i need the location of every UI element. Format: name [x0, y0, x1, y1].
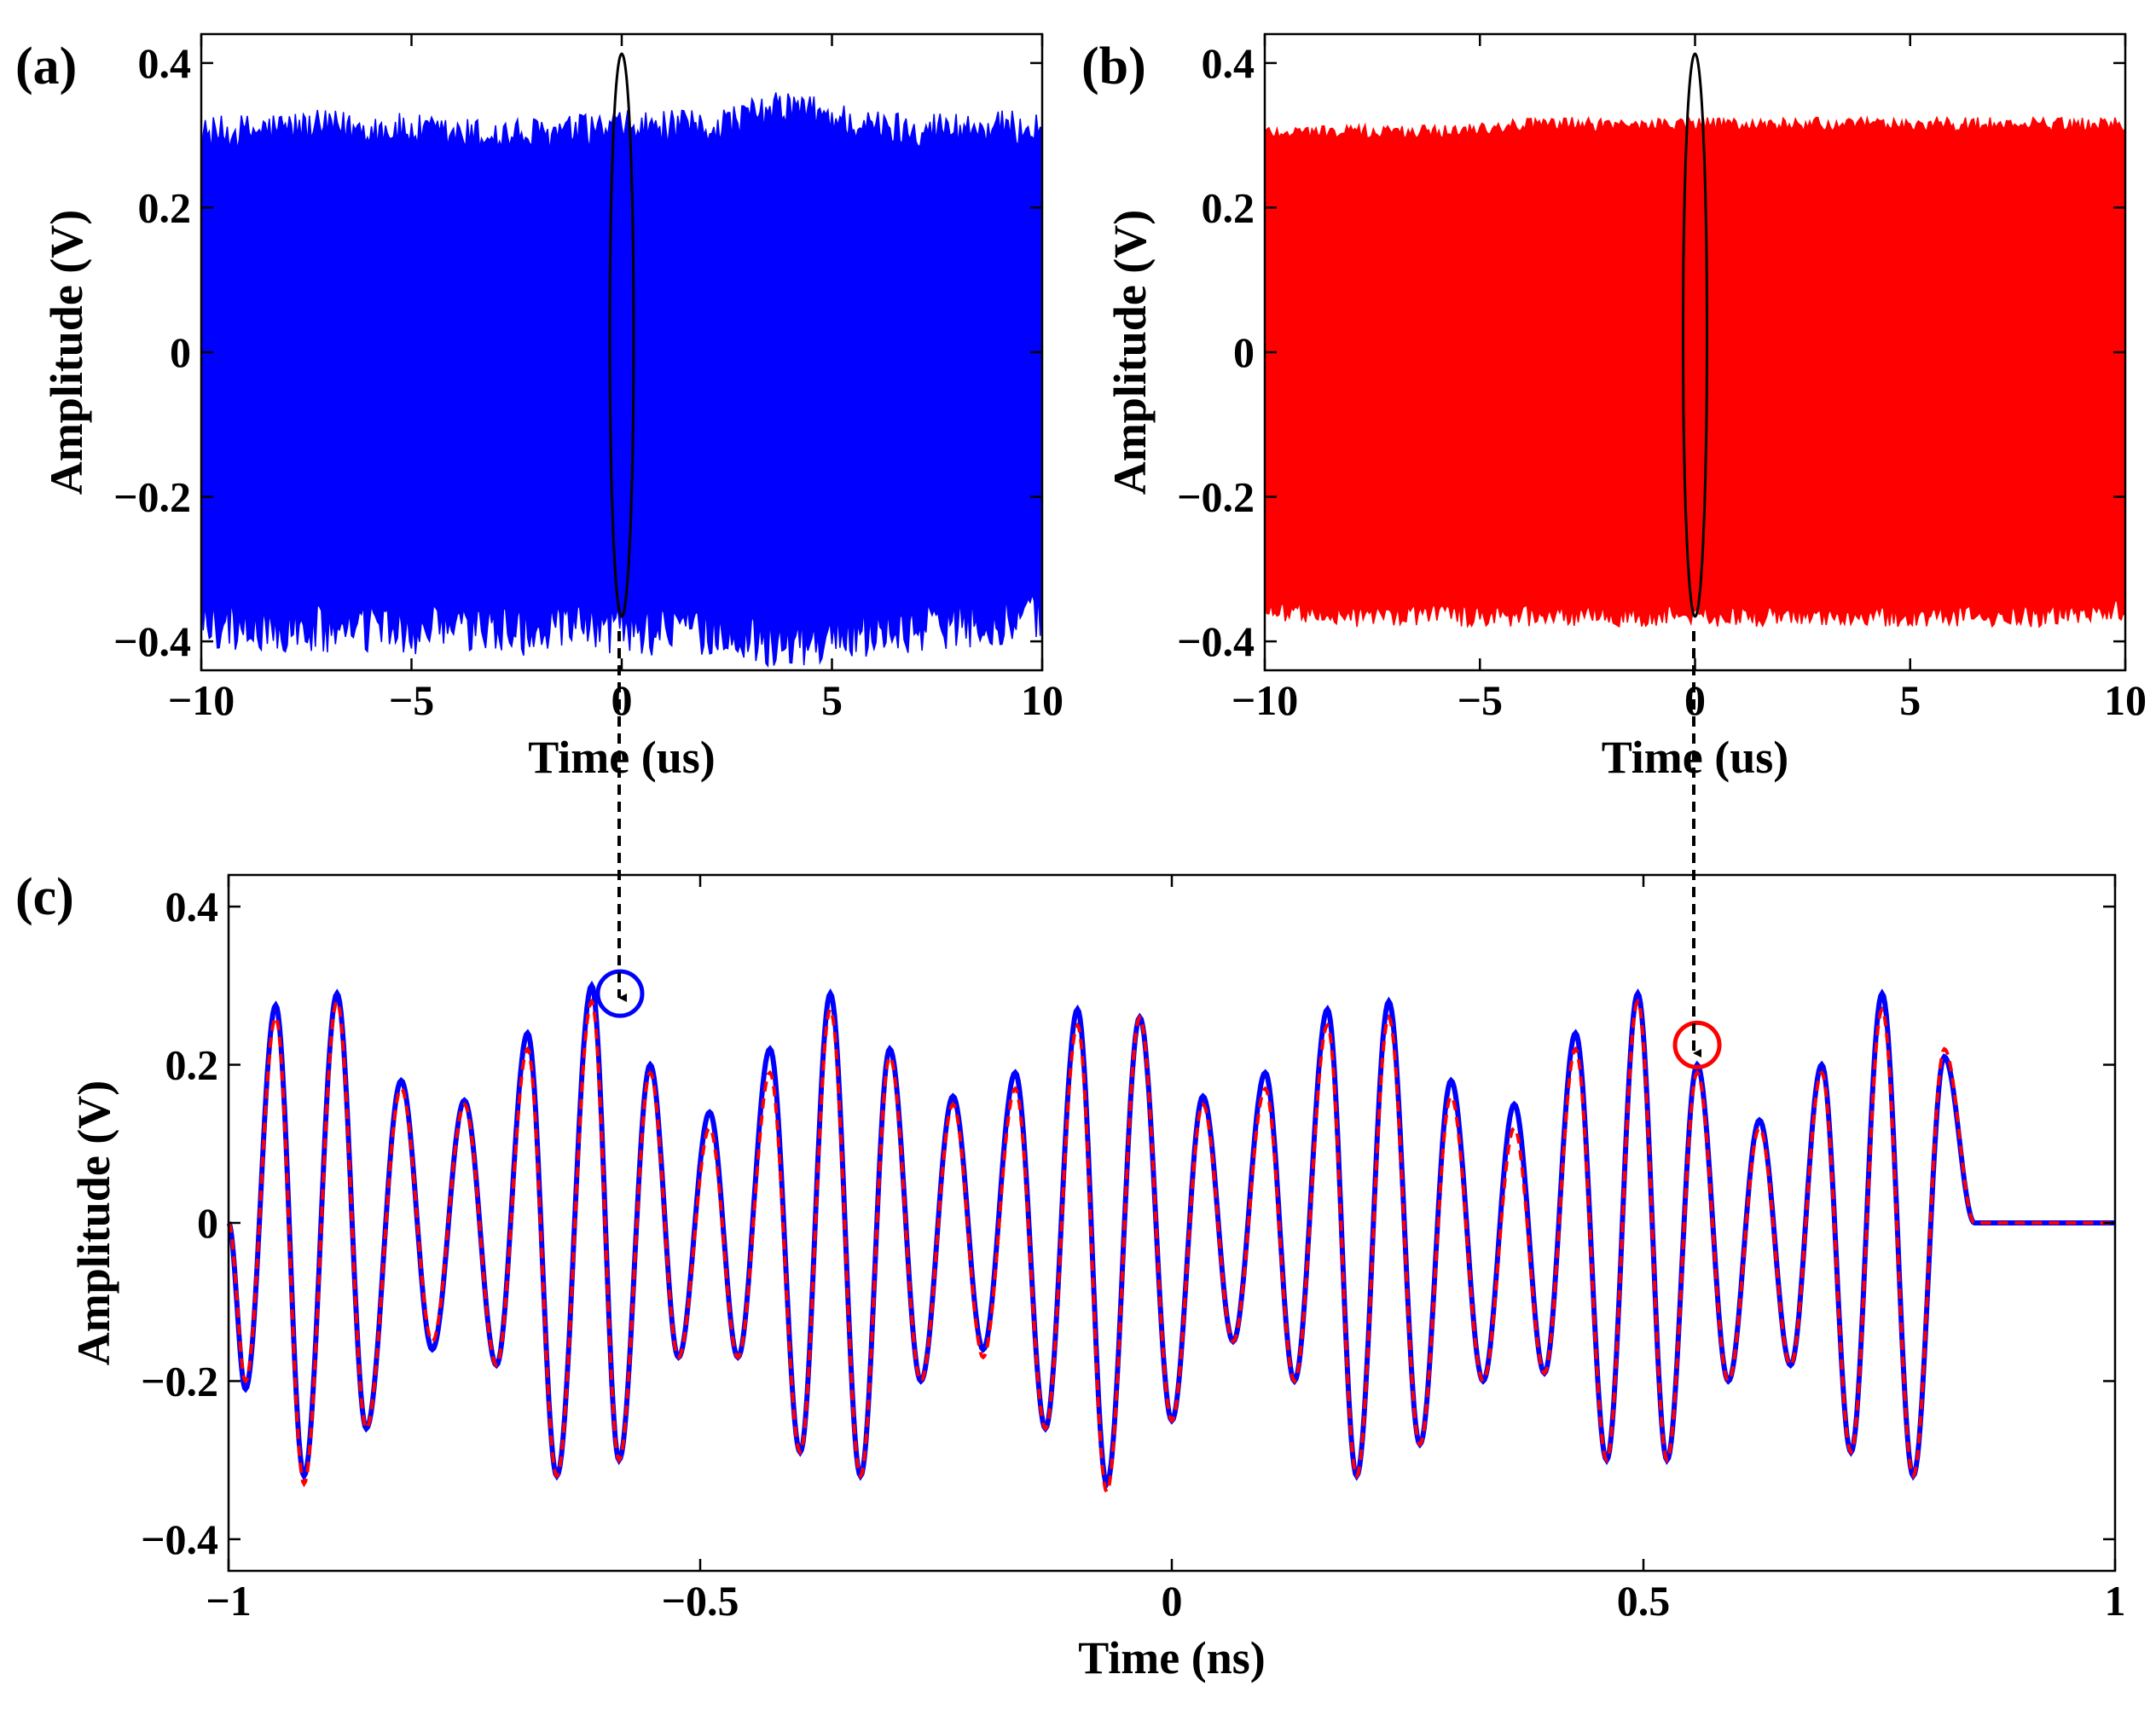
x-tick-label: 5 [1899, 676, 1921, 724]
y-tick-label: 0.2 [165, 1041, 219, 1089]
x-tick-label: 1 [2105, 1577, 2126, 1625]
y-tick-label: −0.4 [141, 1515, 218, 1563]
y-axis-label: Amplitude (V) [68, 1080, 119, 1366]
panel-label-b: (b) [1081, 38, 1146, 96]
y-tick-label: 0 [170, 328, 191, 376]
y-tick-label: 0.2 [138, 183, 192, 231]
x-tick-label: 5 [821, 676, 843, 724]
y-tick-label: −0.2 [1177, 473, 1255, 521]
y-tick-label: 0.4 [1202, 39, 1255, 87]
series-line-red [227, 998, 2115, 1496]
y-tick-label: 0.4 [138, 39, 192, 87]
y-tick-label: −0.4 [113, 617, 191, 665]
marker-circle-blue [595, 969, 645, 1018]
x-tick-label: 0 [611, 676, 633, 724]
panel-label-a: (a) [15, 38, 77, 96]
y-tick-label: 0 [1233, 328, 1255, 376]
x-tick-label: −1 [206, 1577, 252, 1625]
x-tick-label: 10 [2104, 676, 2147, 724]
y-axis-label: Amplitude (V) [41, 210, 92, 495]
chart-panel-a: −10 −5 0 5 10 −0.4 −0.2 0 0.2 0.4 Time (us) Amplitu… [41, 32, 1064, 783]
x-tick-label: −10 [168, 676, 235, 724]
x-axis-label: Time (ns) [1078, 1632, 1266, 1683]
chart-panel-c: −1 −0.5 0 0.5 1 −0.4 −0.2 0 0.2 0.4 Time (ns) Ampli… [68, 873, 2126, 1683]
y-axis-label: Amplitude (V) [1104, 210, 1156, 495]
x-tick-label: −10 [1232, 676, 1299, 724]
x-tick-label: −0.5 [662, 1577, 739, 1625]
signal-band [200, 92, 1043, 669]
y-tick-label: 0 [197, 1199, 218, 1247]
y-tick-label: −0.2 [113, 473, 191, 521]
panel-label-c: (c) [15, 868, 74, 926]
y-tick-label: 0.4 [165, 883, 219, 930]
y-tick-label: −0.4 [1177, 617, 1255, 665]
x-tick-label: 0.5 [1617, 1577, 1671, 1625]
marker-circle-red [1672, 1020, 1722, 1069]
zoom-ellipse [1682, 52, 1708, 618]
x-tick-label: −5 [1458, 676, 1504, 724]
x-tick-label: 10 [1021, 676, 1064, 724]
x-axis-label: Time (us) [528, 732, 716, 783]
signal-band [1264, 115, 2126, 629]
y-tick-label: 0.2 [1202, 183, 1255, 231]
x-tick-label: −5 [389, 676, 435, 724]
y-tick-label: −0.2 [141, 1357, 218, 1405]
x-tick-label: 0 [1162, 1577, 1183, 1625]
zoom-ellipse [608, 52, 635, 618]
